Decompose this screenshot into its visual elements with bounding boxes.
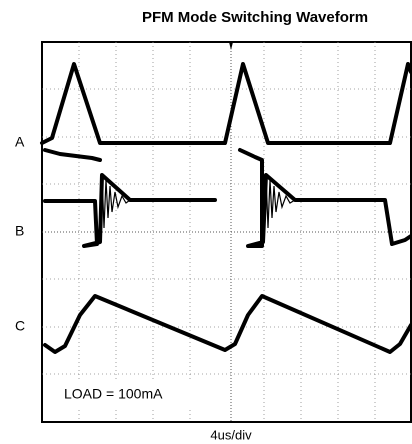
- channel-label: B: [15, 223, 24, 239]
- page: PFM Mode Switching Waveform A B C LOAD =…: [0, 0, 412, 444]
- channel-label: A: [15, 134, 25, 150]
- channel-label: C: [15, 318, 25, 334]
- x-axis-label: 4us/div: [210, 427, 252, 442]
- annotation: LOAD = 100mA: [64, 386, 163, 402]
- title: PFM Mode Switching Waveform: [142, 9, 368, 26]
- scope-figure: PFM Mode Switching Waveform A B C LOAD =…: [0, 0, 412, 444]
